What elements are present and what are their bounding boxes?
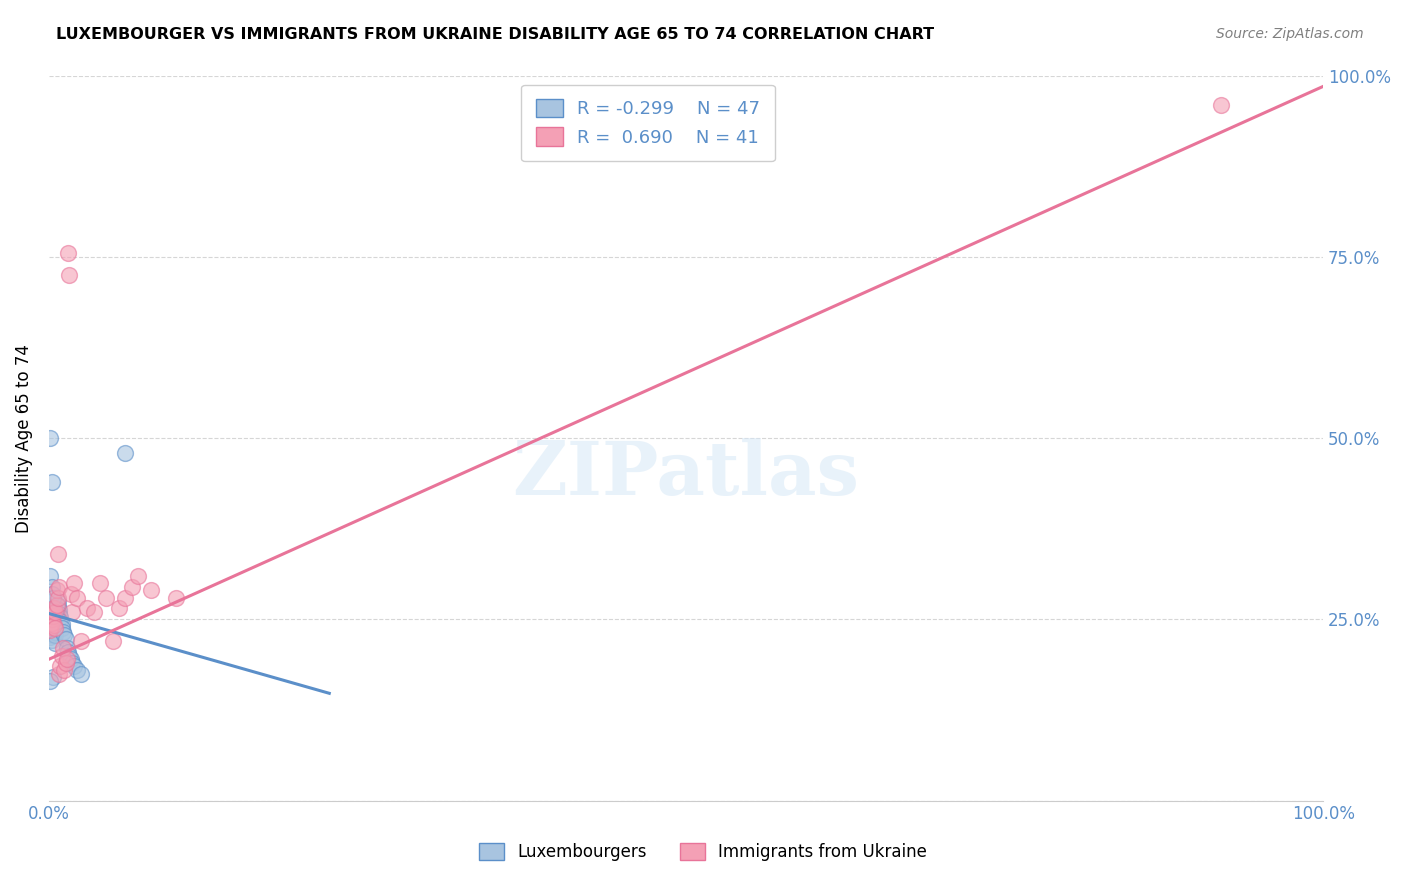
Point bbox=[83, 605, 105, 619]
Point bbox=[49, 610, 72, 624]
Text: LUXEMBOURGER VS IMMIGRANTS FROM UKRAINE DISABILITY AGE 65 TO 74 CORRELATION CHAR: LUXEMBOURGER VS IMMIGRANTS FROM UKRAINE … bbox=[56, 27, 935, 42]
Point bbox=[42, 605, 65, 619]
Point bbox=[121, 580, 143, 594]
Point bbox=[41, 632, 63, 647]
Point bbox=[44, 625, 66, 640]
Point bbox=[56, 246, 79, 260]
Point bbox=[39, 569, 62, 583]
Point bbox=[55, 632, 77, 646]
Point bbox=[60, 656, 83, 670]
Point bbox=[1211, 97, 1233, 112]
Point bbox=[41, 475, 63, 489]
Point bbox=[46, 599, 69, 614]
Point bbox=[52, 624, 75, 639]
Point bbox=[44, 628, 66, 642]
Point bbox=[42, 608, 65, 623]
Point bbox=[42, 591, 65, 605]
Point bbox=[41, 624, 63, 638]
Point bbox=[76, 601, 98, 615]
Text: Source: ZipAtlas.com: Source: ZipAtlas.com bbox=[1216, 27, 1364, 41]
Point bbox=[55, 656, 77, 670]
Point bbox=[165, 591, 187, 605]
Point bbox=[101, 634, 124, 648]
Point bbox=[39, 631, 62, 645]
Point bbox=[114, 591, 136, 605]
Point bbox=[48, 603, 70, 617]
Point bbox=[59, 587, 82, 601]
Point bbox=[114, 445, 136, 459]
Point bbox=[49, 659, 72, 673]
Point bbox=[56, 652, 79, 666]
Point bbox=[108, 601, 131, 615]
Point bbox=[44, 621, 66, 635]
Point bbox=[48, 607, 70, 621]
Point bbox=[60, 605, 83, 619]
Point bbox=[66, 663, 89, 677]
Point bbox=[66, 591, 89, 605]
Point bbox=[59, 652, 82, 666]
Point bbox=[56, 645, 79, 659]
Point bbox=[48, 580, 70, 594]
Point bbox=[42, 601, 65, 615]
Point bbox=[44, 605, 66, 619]
Point bbox=[41, 627, 63, 641]
Point bbox=[63, 576, 86, 591]
Point bbox=[39, 619, 62, 633]
Point bbox=[41, 612, 63, 626]
Legend: R = -0.299    N = 47, R =  0.690    N = 41: R = -0.299 N = 47, R = 0.690 N = 41 bbox=[522, 85, 775, 161]
Point bbox=[39, 431, 62, 445]
Legend: Luxembourgers, Immigrants from Ukraine: Luxembourgers, Immigrants from Ukraine bbox=[465, 830, 941, 875]
Point bbox=[39, 625, 62, 640]
Point bbox=[51, 621, 73, 635]
Point bbox=[42, 670, 65, 684]
Point bbox=[53, 628, 76, 642]
Y-axis label: Disability Age 65 to 74: Disability Age 65 to 74 bbox=[15, 343, 32, 533]
Point bbox=[46, 591, 69, 605]
Point bbox=[51, 617, 73, 632]
Text: ZIPatlas: ZIPatlas bbox=[513, 438, 859, 511]
Point bbox=[39, 624, 62, 638]
Point bbox=[49, 614, 72, 628]
Point bbox=[51, 648, 73, 663]
Point bbox=[46, 594, 69, 608]
Point bbox=[139, 583, 162, 598]
Point bbox=[63, 659, 86, 673]
Point bbox=[46, 547, 69, 561]
Point bbox=[41, 580, 63, 594]
Point bbox=[41, 615, 63, 630]
Point bbox=[42, 621, 65, 635]
Point bbox=[58, 268, 80, 282]
Point bbox=[42, 618, 65, 632]
Point bbox=[42, 615, 65, 630]
Point bbox=[52, 641, 75, 656]
Point bbox=[48, 666, 70, 681]
Point bbox=[69, 634, 91, 648]
Point bbox=[41, 587, 63, 601]
Point bbox=[42, 612, 65, 626]
Point bbox=[96, 591, 118, 605]
Point bbox=[45, 583, 67, 598]
Point bbox=[89, 576, 111, 591]
Point bbox=[42, 605, 65, 619]
Point bbox=[127, 569, 149, 583]
Point bbox=[45, 598, 67, 612]
Point bbox=[45, 601, 67, 615]
Point bbox=[45, 598, 67, 612]
Point bbox=[69, 666, 91, 681]
Point bbox=[42, 618, 65, 632]
Point bbox=[39, 673, 62, 688]
Point bbox=[44, 635, 66, 649]
Point bbox=[39, 624, 62, 638]
Point bbox=[42, 608, 65, 623]
Point bbox=[58, 648, 80, 663]
Point bbox=[41, 619, 63, 633]
Point bbox=[53, 663, 76, 677]
Point bbox=[56, 641, 79, 656]
Point bbox=[39, 628, 62, 642]
